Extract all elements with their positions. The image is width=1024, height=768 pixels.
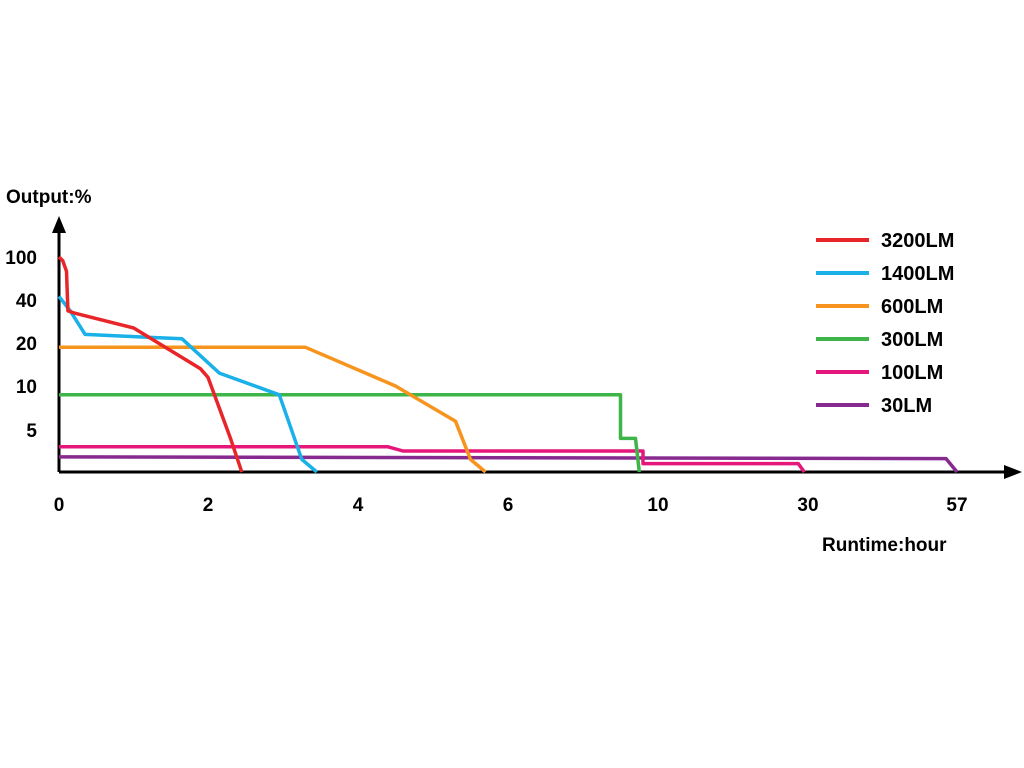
legend-label: 1400LM	[881, 263, 954, 285]
series-lines	[57, 255, 959, 474]
series-line-100lm	[59, 445, 806, 474]
series-line-600lm	[59, 345, 487, 474]
x-tick-labels: 0 2 4 6 10 30 57	[54, 495, 968, 516]
x-tick-label: 30	[797, 495, 818, 516]
x-axis-title: Runtime:hour	[822, 535, 947, 556]
y-tick-label: 40	[16, 291, 37, 312]
y-tick-label: 5	[26, 421, 37, 442]
x-tick-label: 57	[946, 495, 967, 516]
y-tick-labels: 5 10 20 40 100	[5, 248, 37, 442]
y-tick-label: 100	[5, 248, 37, 269]
y-tick-label: 20	[16, 334, 37, 355]
x-tick-label: 2	[203, 495, 214, 516]
legend: 3200LM 1400LM 600LM 300LM 100LM 30LM	[816, 230, 954, 417]
series-line-3200lm	[57, 255, 244, 473]
y-tick-label: 10	[16, 377, 37, 398]
legend-label: 30LM	[881, 395, 932, 417]
legend-label: 3200LM	[881, 230, 954, 252]
x-tick-label: 0	[54, 495, 65, 516]
x-axis-arrow	[1004, 465, 1022, 479]
series-line-30lm	[58, 455, 959, 474]
series-line-300lm	[59, 393, 642, 473]
x-tick-label: 4	[353, 495, 364, 516]
y-axis-title: Output:%	[6, 187, 92, 208]
legend-label: 100LM	[881, 362, 943, 384]
legend-label: 600LM	[881, 296, 943, 318]
x-tick-label: 10	[647, 495, 668, 516]
x-tick-label: 6	[503, 495, 514, 516]
y-axis-arrow	[52, 216, 66, 233]
legend-label: 300LM	[881, 329, 943, 351]
series-line-1400lm	[57, 295, 318, 474]
